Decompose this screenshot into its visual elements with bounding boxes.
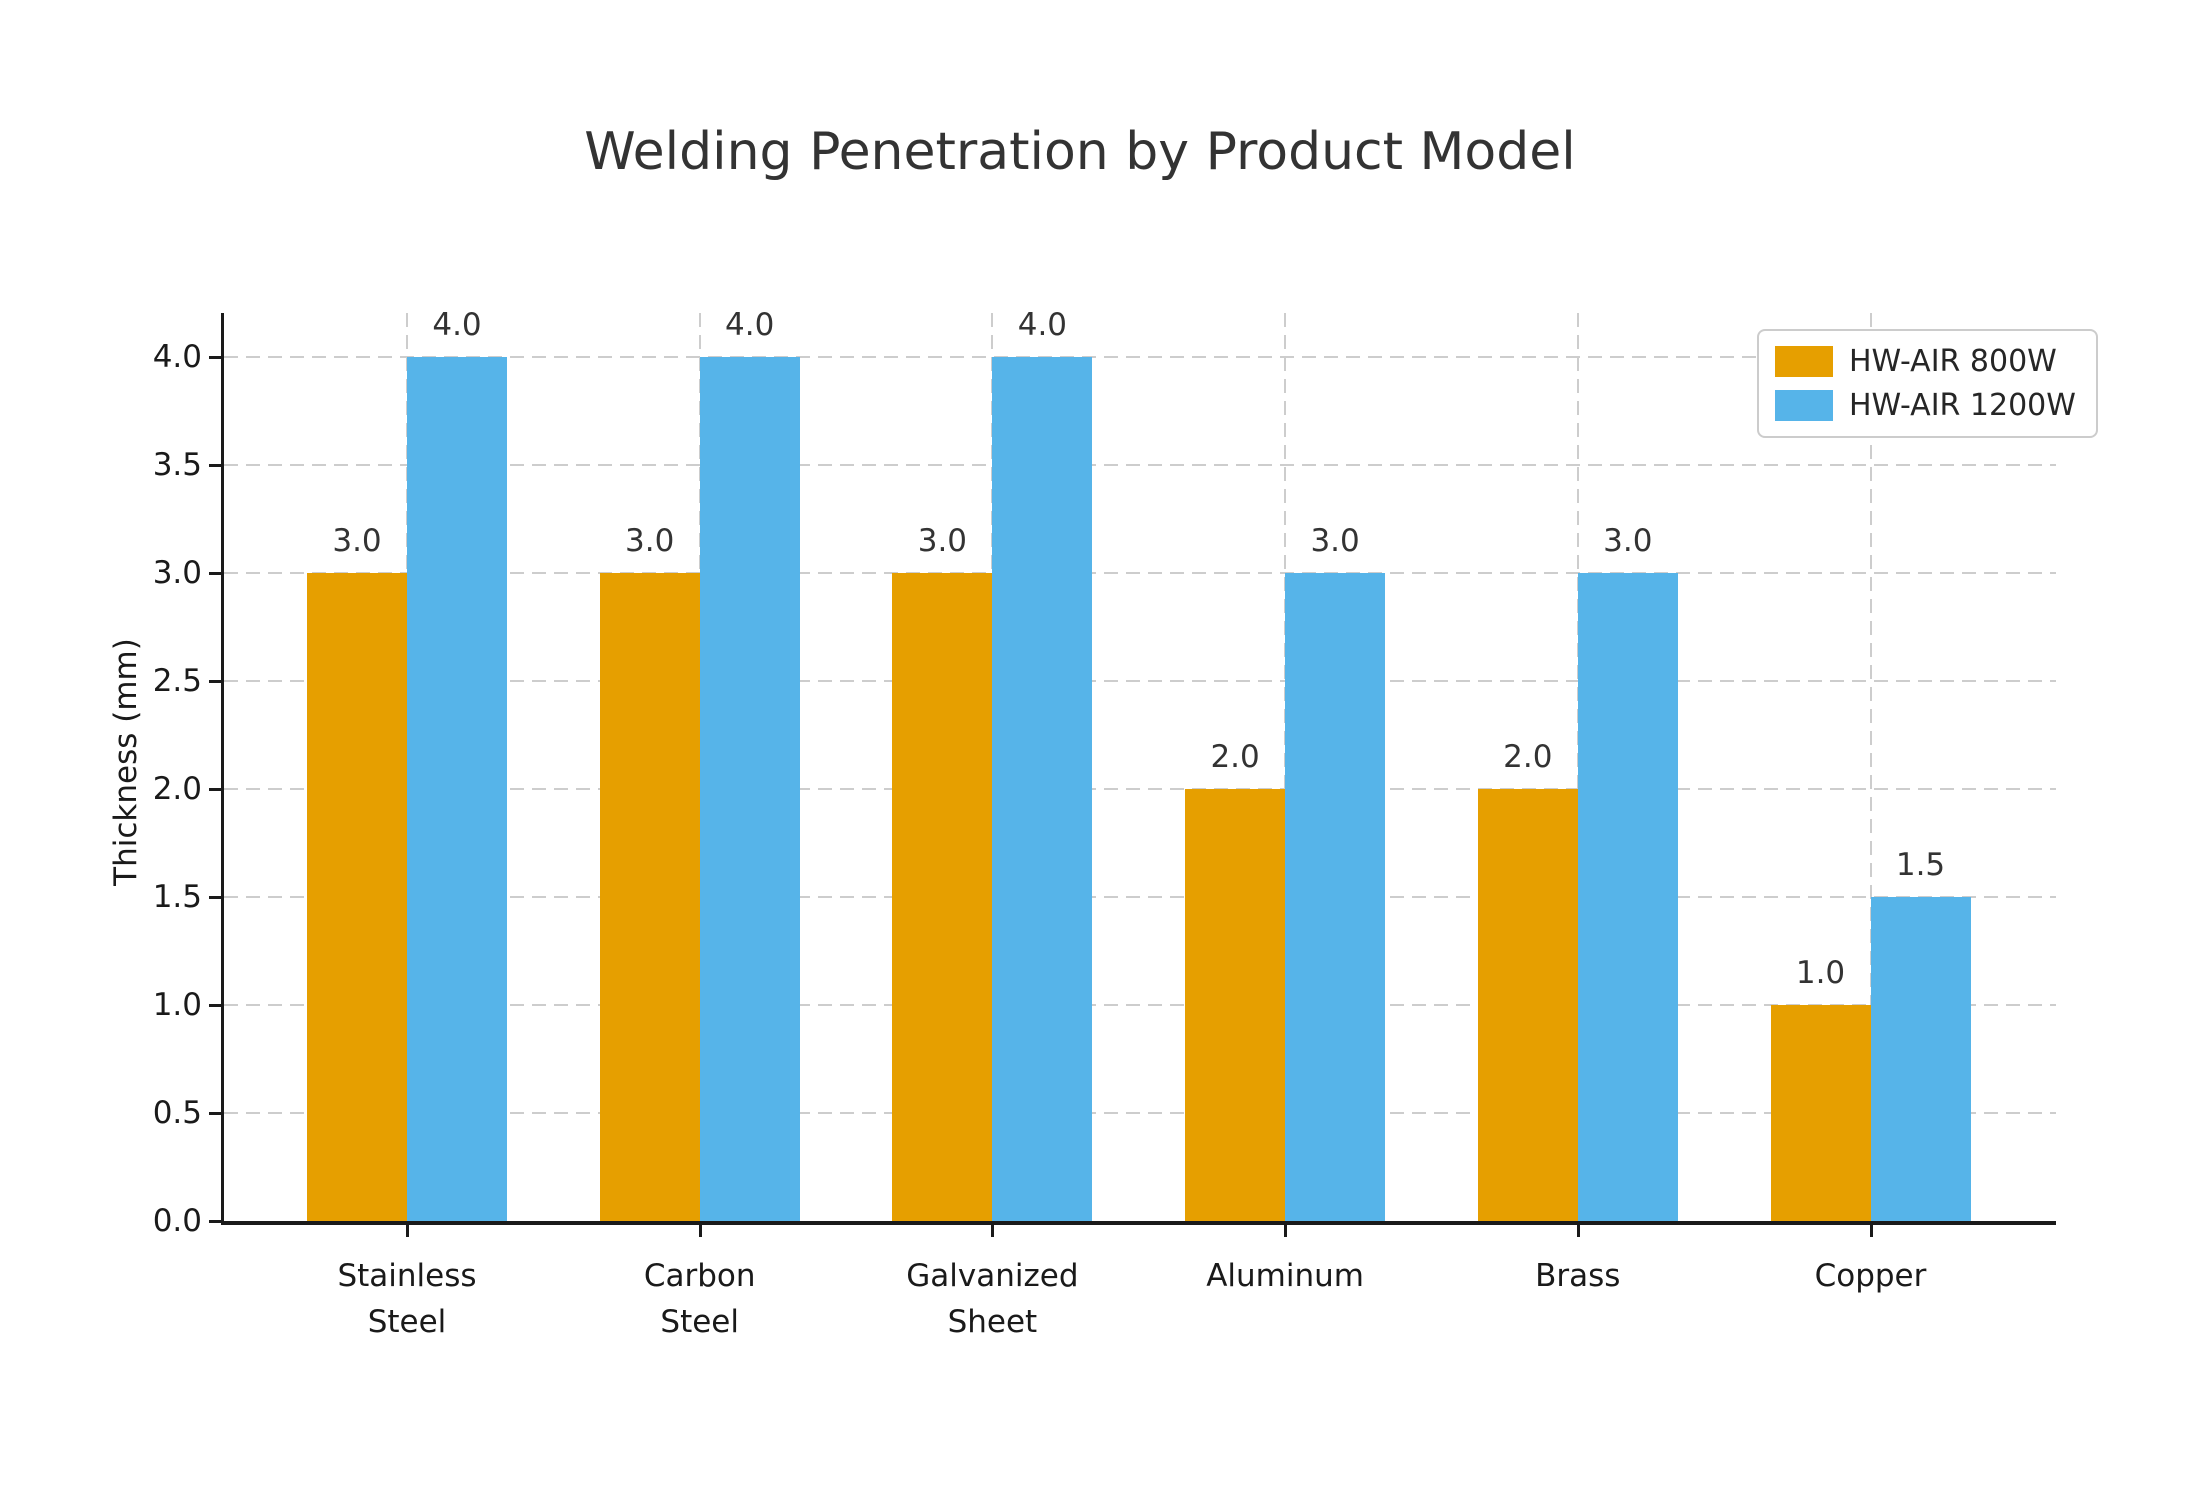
- x-tick-label: Stainless Steel: [337, 1258, 477, 1340]
- x-tick-label: Brass: [1535, 1258, 1621, 1294]
- x-tick-label: Carbon Steel: [643, 1258, 756, 1340]
- y-tick-mark: [209, 896, 221, 899]
- bar-value-label: 1.5: [1895, 847, 1946, 883]
- bar-hw-air-1200w-aluminum: [1285, 573, 1386, 1221]
- h-gridline: [224, 356, 2056, 358]
- x-tick-label: Galvanized Sheet: [906, 1258, 1079, 1340]
- y-tick-label: 0.5: [152, 1095, 202, 1131]
- bar-hw-air-1200w-brass: [1577, 573, 1678, 1221]
- x-tick-label: Copper: [1814, 1258, 1927, 1294]
- y-tick-mark: [209, 1220, 221, 1223]
- h-gridline: [224, 680, 2056, 682]
- y-tick-label: 3.0: [152, 555, 202, 591]
- y-tick-mark: [209, 356, 221, 359]
- legend-entry-800w: HW-AIR 800W: [1775, 344, 2076, 379]
- bar-hw-air-1200w-galvanized-sheet: [992, 357, 1093, 1221]
- bar-value-label: 3.0: [1310, 523, 1360, 559]
- h-gridline: [224, 1004, 2056, 1006]
- legend-entry-1200w: HW-AIR 1200W: [1775, 388, 2076, 423]
- y-tick-label: 2.0: [152, 771, 202, 807]
- bar-hw-air-1200w-copper: [1870, 897, 1971, 1221]
- x-axis-spine: [221, 1221, 2056, 1225]
- x-tick-mark: [406, 1225, 409, 1237]
- y-tick-mark: [209, 788, 221, 791]
- y-tick-label: 3.5: [152, 447, 202, 483]
- y-tick-label: 2.5: [152, 663, 202, 699]
- bar-hw-air-800w-stainless-steel: [307, 573, 407, 1221]
- bar-hw-air-800w-brass: [1477, 789, 1578, 1221]
- legend-label-1200w: HW-AIR 1200W: [1849, 388, 2076, 423]
- y-tick-mark: [209, 1004, 221, 1007]
- x-tick-mark: [698, 1225, 702, 1237]
- bar-value-label: 1.0: [1795, 955, 1846, 991]
- bar-value-label: 3.0: [917, 523, 968, 559]
- y-tick-mark: [209, 680, 221, 683]
- bar-hw-air-800w-aluminum: [1185, 789, 1286, 1221]
- bar-value-label: 4.0: [1017, 307, 1068, 343]
- h-gridline: [224, 464, 2056, 466]
- legend-swatch-1200w: [1775, 390, 1833, 421]
- x-tick-label: Aluminum: [1206, 1258, 1364, 1294]
- y-tick-mark: [209, 464, 221, 467]
- bar-value-label: 2.0: [1210, 739, 1260, 775]
- y-tick-mark: [209, 572, 221, 575]
- x-tick-mark: [1284, 1225, 1288, 1237]
- bar-hw-air-1200w-stainless-steel: [407, 357, 507, 1221]
- bar-value-label: 3.0: [625, 523, 675, 559]
- bar-value-label: 4.0: [432, 307, 482, 343]
- h-gridline: [224, 572, 2056, 574]
- x-tick-mark: [1869, 1225, 1873, 1237]
- bar-value-label: 2.0: [1503, 739, 1553, 775]
- bar-hw-air-800w-carbon-steel: [599, 573, 700, 1221]
- v-gridline: [1869, 313, 1872, 1221]
- y-tick-label: 1.5: [152, 879, 202, 915]
- x-tick-mark: [1576, 1225, 1580, 1237]
- y-tick-label: 0.0: [152, 1203, 202, 1239]
- y-tick-label: 1.0: [152, 987, 202, 1023]
- bar-value-label: 3.0: [1603, 523, 1653, 559]
- h-gridline: [224, 788, 2056, 790]
- legend-label-800w: HW-AIR 800W: [1849, 344, 2057, 379]
- h-gridline: [224, 896, 2056, 898]
- legend-swatch-800w: [1775, 346, 1833, 377]
- x-tick-mark: [991, 1225, 995, 1237]
- bar-value-label: 4.0: [725, 307, 775, 343]
- bar-hw-air-800w-copper: [1770, 1005, 1871, 1221]
- y-tick-mark: [209, 1112, 221, 1115]
- y-axis-spine: [221, 313, 224, 1225]
- bar-hw-air-1200w-carbon-steel: [699, 357, 800, 1221]
- chart-title: Welding Penetration by Product Model: [584, 122, 1576, 182]
- h-gridline: [224, 1112, 2056, 1114]
- bar-value-label: 3.0: [332, 523, 382, 559]
- y-tick-label: 4.0: [152, 339, 202, 375]
- legend: HW-AIR 800W HW-AIR 1200W: [1757, 329, 2098, 438]
- bar-hw-air-800w-galvanized-sheet: [892, 573, 993, 1221]
